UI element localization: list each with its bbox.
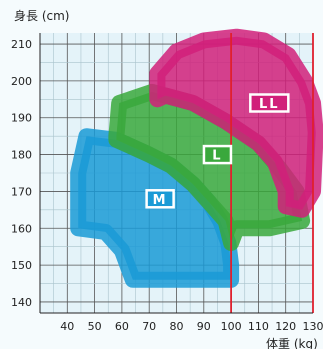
- axis-ticks: 40 50 60 70 80 90 100 110 120 130 140 150 160 170 180 1…: [11, 38, 323, 333]
- zone-label-ll: LL: [259, 97, 280, 112]
- x-tick-label: 60: [115, 320, 129, 333]
- x-tick-label: 100: [221, 320, 242, 333]
- y-tick-label: 150: [11, 259, 32, 272]
- x-axis-label: 体重 (kg): [266, 337, 318, 349]
- reference-lines: [230, 33, 314, 313]
- zone-label-box-l: [202, 144, 233, 165]
- y-tick-label: 140: [11, 296, 32, 309]
- y-tick-label: 170: [11, 185, 32, 198]
- y-tick-label: 200: [11, 75, 32, 88]
- x-tick-label: 130: [303, 320, 323, 333]
- y-tick-label: 180: [11, 149, 32, 162]
- zone-label-m: M: [153, 193, 168, 208]
- x-tick-label: 70: [142, 320, 156, 333]
- y-tick-label: 190: [11, 112, 32, 125]
- zone-label-box-ll: [249, 93, 290, 113]
- zone-label-box-m: [145, 189, 175, 209]
- x-tick-label: 40: [60, 320, 74, 333]
- x-tick-label: 50: [88, 320, 102, 333]
- x-tick-label: 120: [275, 320, 296, 333]
- plot-frame: [39, 33, 313, 314]
- y-tick-label: 160: [11, 222, 32, 235]
- x-tick-label: 110: [248, 320, 269, 333]
- zone-label-l: L: [212, 149, 222, 164]
- x-tick-label: 90: [197, 320, 211, 333]
- y-axis-label: 身長 (cm): [14, 8, 69, 23]
- x-tick-label: 80: [170, 320, 184, 333]
- y-tick-label: 210: [11, 38, 32, 51]
